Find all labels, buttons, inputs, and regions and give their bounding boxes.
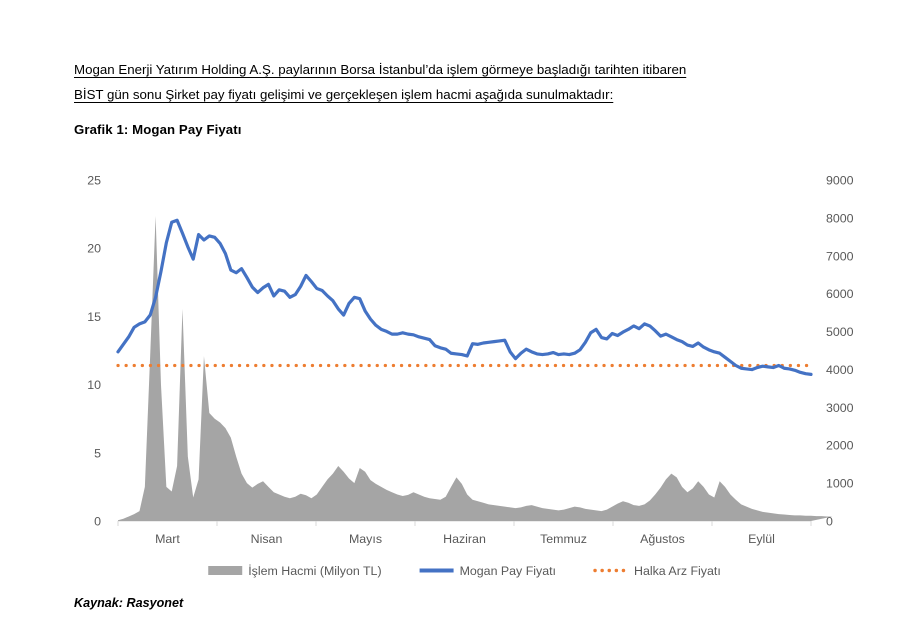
x-axis-tick-label: Mayıs	[349, 532, 382, 546]
intro-line-2: BİST gün sonu Şirket pay fiyatı gelişimi…	[74, 87, 614, 102]
left-axis-tick-label: 25	[87, 174, 101, 188]
volume-area-series	[118, 215, 833, 522]
right-axis-tick-label: 0	[826, 515, 833, 529]
x-axis: Mart Nisan Mayıs Haziran Temmuz Ağustos Eylül	[155, 532, 775, 546]
right-axis-tick-label: 9000	[826, 174, 854, 188]
left-axis-tick-label: 10	[87, 378, 101, 392]
right-axis-tick-label: 4000	[826, 363, 854, 377]
chart-legend: İşlem Hacmi (Milyon TL) Mogan Pay Fiyatı H…	[208, 564, 721, 578]
chart-title: Grafik 1: Mogan Pay Fiyatı	[74, 122, 242, 137]
right-axis-tick-label: 5000	[826, 325, 854, 339]
right-axis-tick-label: 7000	[826, 249, 854, 263]
x-axis-tick-label: Mart	[155, 532, 180, 546]
legend-label: Halka Arz Fiyatı	[634, 564, 721, 578]
left-axis: 0 5 10 15 20 25	[87, 174, 101, 529]
source-note: Kaynak: Rasyonet	[74, 596, 184, 610]
x-axis-tick-label: Haziran	[443, 532, 486, 546]
chart-container: 0 5 10 15 20 25 0 1000 2000 3000 4000 5000 6000 7000…	[0, 160, 919, 580]
axis-lines	[117, 520, 812, 526]
intro-line-1: Mogan Enerji Yatırım Holding A.Ş. paylar…	[74, 62, 687, 77]
right-axis-tick-label: 8000	[826, 211, 854, 225]
legend-label: İşlem Hacmi (Milyon TL)	[248, 564, 381, 578]
legend-swatch-volume	[208, 566, 243, 575]
x-axis-tick-label: Temmuz	[540, 532, 587, 546]
left-axis-tick-label: 5	[94, 446, 101, 460]
left-axis-tick-label: 15	[87, 310, 101, 324]
left-axis-tick-label: 20	[87, 242, 101, 256]
right-axis-tick-label: 2000	[826, 439, 854, 453]
price-volume-chart: 0 5 10 15 20 25 0 1000 2000 3000 4000 5000 6000 7000…	[87, 174, 854, 579]
right-axis-tick-label: 6000	[826, 287, 854, 301]
right-axis-tick-label: 1000	[826, 477, 854, 491]
right-axis: 0 1000 2000 3000 4000 5000 6000 7000 8000 9000	[826, 174, 854, 529]
right-axis-tick-label: 3000	[826, 401, 854, 415]
legend-label: Mogan Pay Fiyatı	[460, 564, 556, 578]
left-axis-tick-label: 0	[94, 515, 101, 529]
x-axis-tick-label: Nisan	[251, 532, 283, 546]
x-axis-tick-label: Eylül	[748, 532, 775, 546]
intro-paragraph: Mogan Enerji Yatırım Holding A.Ş. paylar…	[74, 57, 884, 107]
x-axis-tick-label: Ağustos	[640, 532, 685, 546]
price-line-series	[116, 218, 813, 376]
